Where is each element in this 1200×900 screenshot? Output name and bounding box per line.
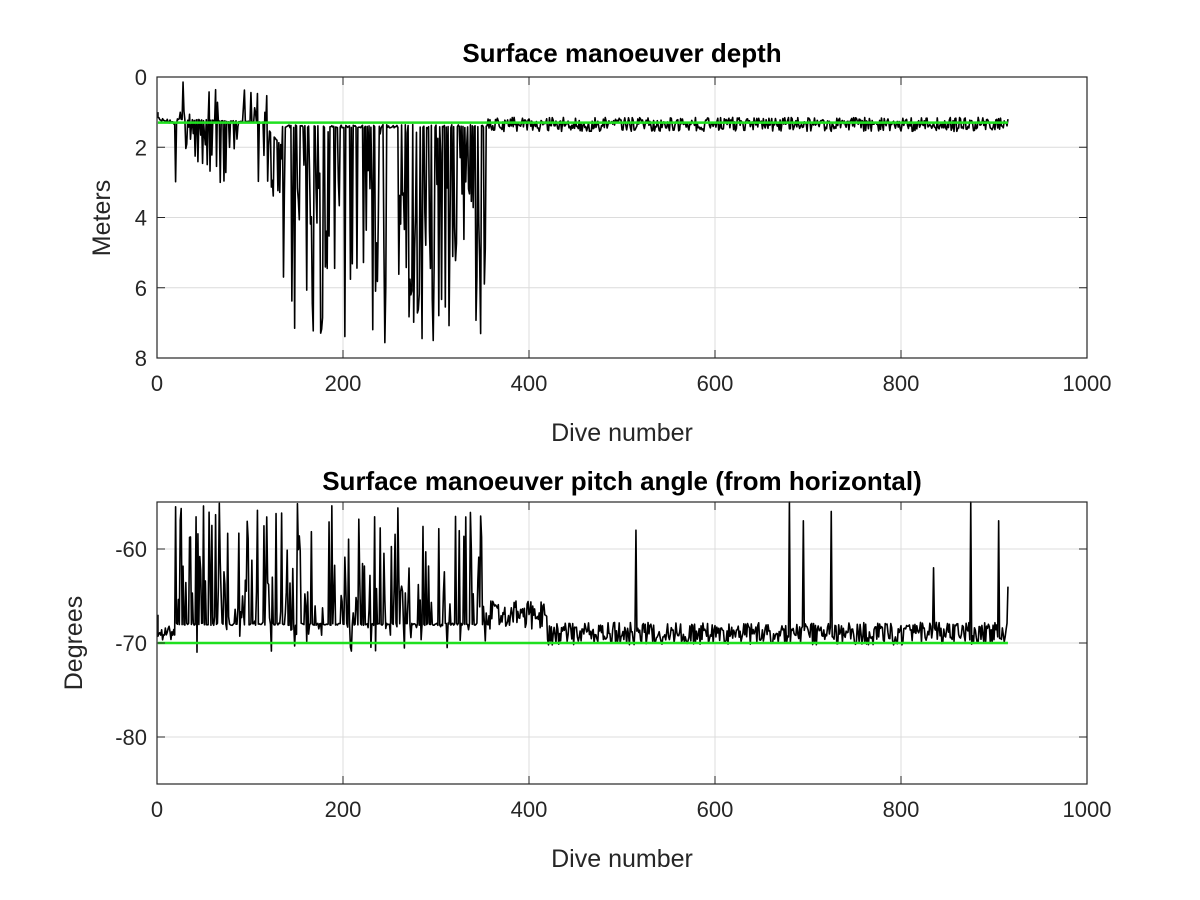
depth-y-tick-label: 4 <box>135 206 147 231</box>
pitch-y-axis-label: Degrees <box>60 596 88 691</box>
pitch-panel: Surface manoeuver pitch angle (from hori… <box>60 466 1111 873</box>
depth-x-tick-label: 0 <box>151 371 163 396</box>
depth-chart-title: Surface manoeuver depth <box>462 38 781 68</box>
depth-series <box>157 81 1009 344</box>
pitch-data-line <box>157 501 1009 653</box>
pitch-x-tick-label: 1000 <box>1063 797 1112 822</box>
pitch-y-ticks: -60 -70 -80 <box>115 537 1087 750</box>
depth-panel: Surface manoeuver depth Dive number Mete… <box>88 38 1111 447</box>
pitch-x-tick-label: 800 <box>883 797 920 822</box>
depth-y-tick-label: 0 <box>135 65 147 90</box>
depth-y-tick-label: 8 <box>135 346 147 371</box>
pitch-y-tick-label: -80 <box>115 725 147 750</box>
depth-grid <box>157 77 1087 358</box>
depth-y-axis-label: Meters <box>88 180 116 256</box>
pitch-x-axis-label: Dive number <box>551 845 693 873</box>
depth-data-line <box>157 81 1009 344</box>
depth-x-tick-label: 200 <box>325 371 362 396</box>
depth-x-tick-label: 600 <box>697 371 734 396</box>
depth-x-tick-label: 1000 <box>1063 371 1112 396</box>
depth-y-ticks: 0 2 4 6 8 <box>135 65 1087 371</box>
pitch-x-tick-label: 200 <box>325 797 362 822</box>
depth-x-ticks: 0 200 400 600 800 1000 <box>151 77 1112 396</box>
pitch-chart-title: Surface manoeuver pitch angle (from hori… <box>322 466 922 496</box>
depth-x-tick-label: 800 <box>883 371 920 396</box>
depth-x-tick-label: 400 <box>511 371 548 396</box>
pitch-x-tick-label: 600 <box>697 797 734 822</box>
pitch-y-tick-label: -70 <box>115 631 147 656</box>
pitch-series <box>157 501 1009 653</box>
depth-y-tick-label: 2 <box>135 135 147 160</box>
pitch-x-tick-label: 0 <box>151 797 163 822</box>
pitch-x-tick-label: 400 <box>511 797 548 822</box>
pitch-x-ticks: 0 200 400 600 800 1000 <box>151 502 1112 822</box>
depth-y-tick-label: 6 <box>135 276 147 301</box>
depth-x-axis-label: Dive number <box>551 419 693 447</box>
pitch-y-tick-label: -60 <box>115 537 147 562</box>
